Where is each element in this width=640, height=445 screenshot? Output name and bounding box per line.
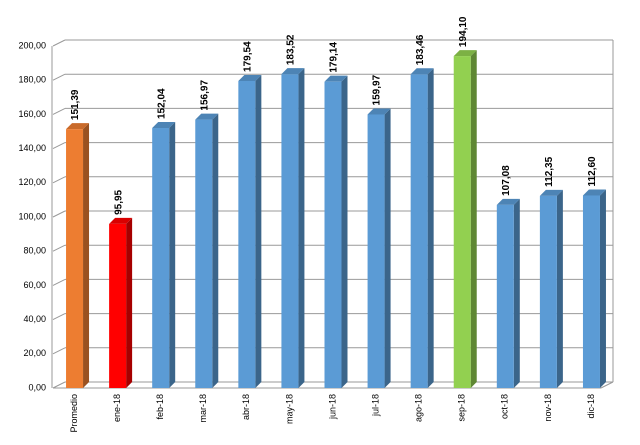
grid-wall-line: [52, 210, 66, 218]
y-tick-label: 100,00: [18, 211, 46, 221]
bar-top: [109, 217, 133, 224]
bar-top: [238, 74, 262, 81]
value-label: 194,10: [458, 16, 469, 47]
value-label: 159,97: [372, 74, 383, 105]
value-label: 107,08: [501, 165, 512, 196]
x-tick-label: mar-18: [198, 394, 208, 423]
bar: [238, 80, 256, 388]
y-tick-label: 140,00: [18, 143, 46, 153]
bar-side: [470, 50, 477, 389]
grid-wall-line: [52, 176, 66, 184]
bar: [496, 204, 514, 388]
grid-wall-line: [52, 278, 66, 286]
y-tick-label: 20,00: [23, 348, 46, 358]
x-tick-label: oct-18: [500, 394, 510, 419]
bar-side: [212, 113, 219, 388]
bar-top: [152, 122, 176, 129]
bar-top: [281, 68, 305, 75]
value-label: 183,46: [415, 34, 426, 65]
bar-side: [599, 189, 606, 388]
bar: [539, 195, 557, 388]
bar: [152, 128, 170, 388]
y-tick-label: 160,00: [18, 109, 46, 119]
bar-top: [539, 189, 563, 196]
value-label: 179,14: [329, 42, 340, 73]
grid-wall-line: [52, 381, 66, 389]
bar-top: [324, 75, 348, 82]
bar: [195, 119, 213, 388]
grid-wall-line: [52, 39, 66, 47]
bar-side: [298, 68, 305, 389]
x-tick-label: nov-18: [543, 394, 553, 422]
bar: [324, 81, 342, 389]
y-tick-label: 180,00: [18, 75, 46, 85]
bar-top: [195, 113, 219, 120]
x-tick-label: ene-18: [112, 394, 122, 422]
x-tick-label: feb-18: [155, 394, 165, 420]
value-label: 112,35: [544, 156, 555, 186]
x-tick-label: may-18: [284, 394, 294, 424]
bar-side: [341, 75, 348, 389]
grid-wall-line: [52, 244, 66, 252]
bar-top: [410, 68, 434, 75]
value-label: 152,04: [156, 88, 167, 119]
x-tick-label: jul-18: [370, 394, 380, 417]
bar-side: [169, 122, 176, 388]
bar-top: [582, 189, 606, 196]
value-label: 183,52: [286, 34, 297, 65]
bar: [410, 74, 428, 389]
bar-side: [255, 74, 262, 388]
bar: [281, 74, 299, 389]
bar-top: [66, 123, 90, 130]
grid-wall-line: [52, 347, 66, 355]
y-tick-label: 200,00: [18, 40, 46, 50]
bar-side: [126, 217, 133, 388]
bar-side: [384, 108, 391, 389]
value-label: 179,54: [242, 41, 253, 72]
bar: [582, 195, 600, 388]
bar: [367, 114, 385, 389]
value-label: 112,60: [587, 156, 598, 186]
bar: [453, 56, 471, 389]
y-tick-label: 0,00: [28, 382, 46, 392]
bar-top: [367, 108, 391, 115]
y-tick-label: 60,00: [23, 280, 46, 290]
grid-wall-line: [52, 107, 66, 115]
y-tick-label: 40,00: [23, 314, 46, 324]
grid-wall-line: [52, 313, 66, 321]
value-label: 156,97: [199, 80, 210, 111]
y-tick-label: 80,00: [23, 246, 46, 256]
x-tick-label: abr-18: [241, 394, 251, 420]
bar: [109, 223, 127, 388]
grid-wall-line: [52, 73, 66, 81]
bar-side: [556, 189, 563, 388]
bar-side: [427, 68, 434, 389]
x-tick-label: dic-18: [586, 394, 596, 419]
y-tick-label: 120,00: [18, 177, 46, 187]
floor-edge: [600, 381, 614, 389]
x-tick-label: ago-18: [414, 394, 424, 422]
bar-top: [496, 198, 520, 205]
bar: [66, 129, 84, 388]
x-tick-label: sep-18: [457, 394, 467, 422]
bar-side: [83, 123, 90, 388]
grid-wall-line: [52, 142, 66, 150]
x-tick-label: Promedio: [69, 394, 79, 433]
value-label: 151,39: [70, 89, 81, 120]
bar-top: [453, 50, 477, 57]
value-label: 95,95: [113, 189, 124, 214]
bar-side: [513, 198, 520, 388]
x-tick-label: jun-18: [327, 394, 337, 420]
